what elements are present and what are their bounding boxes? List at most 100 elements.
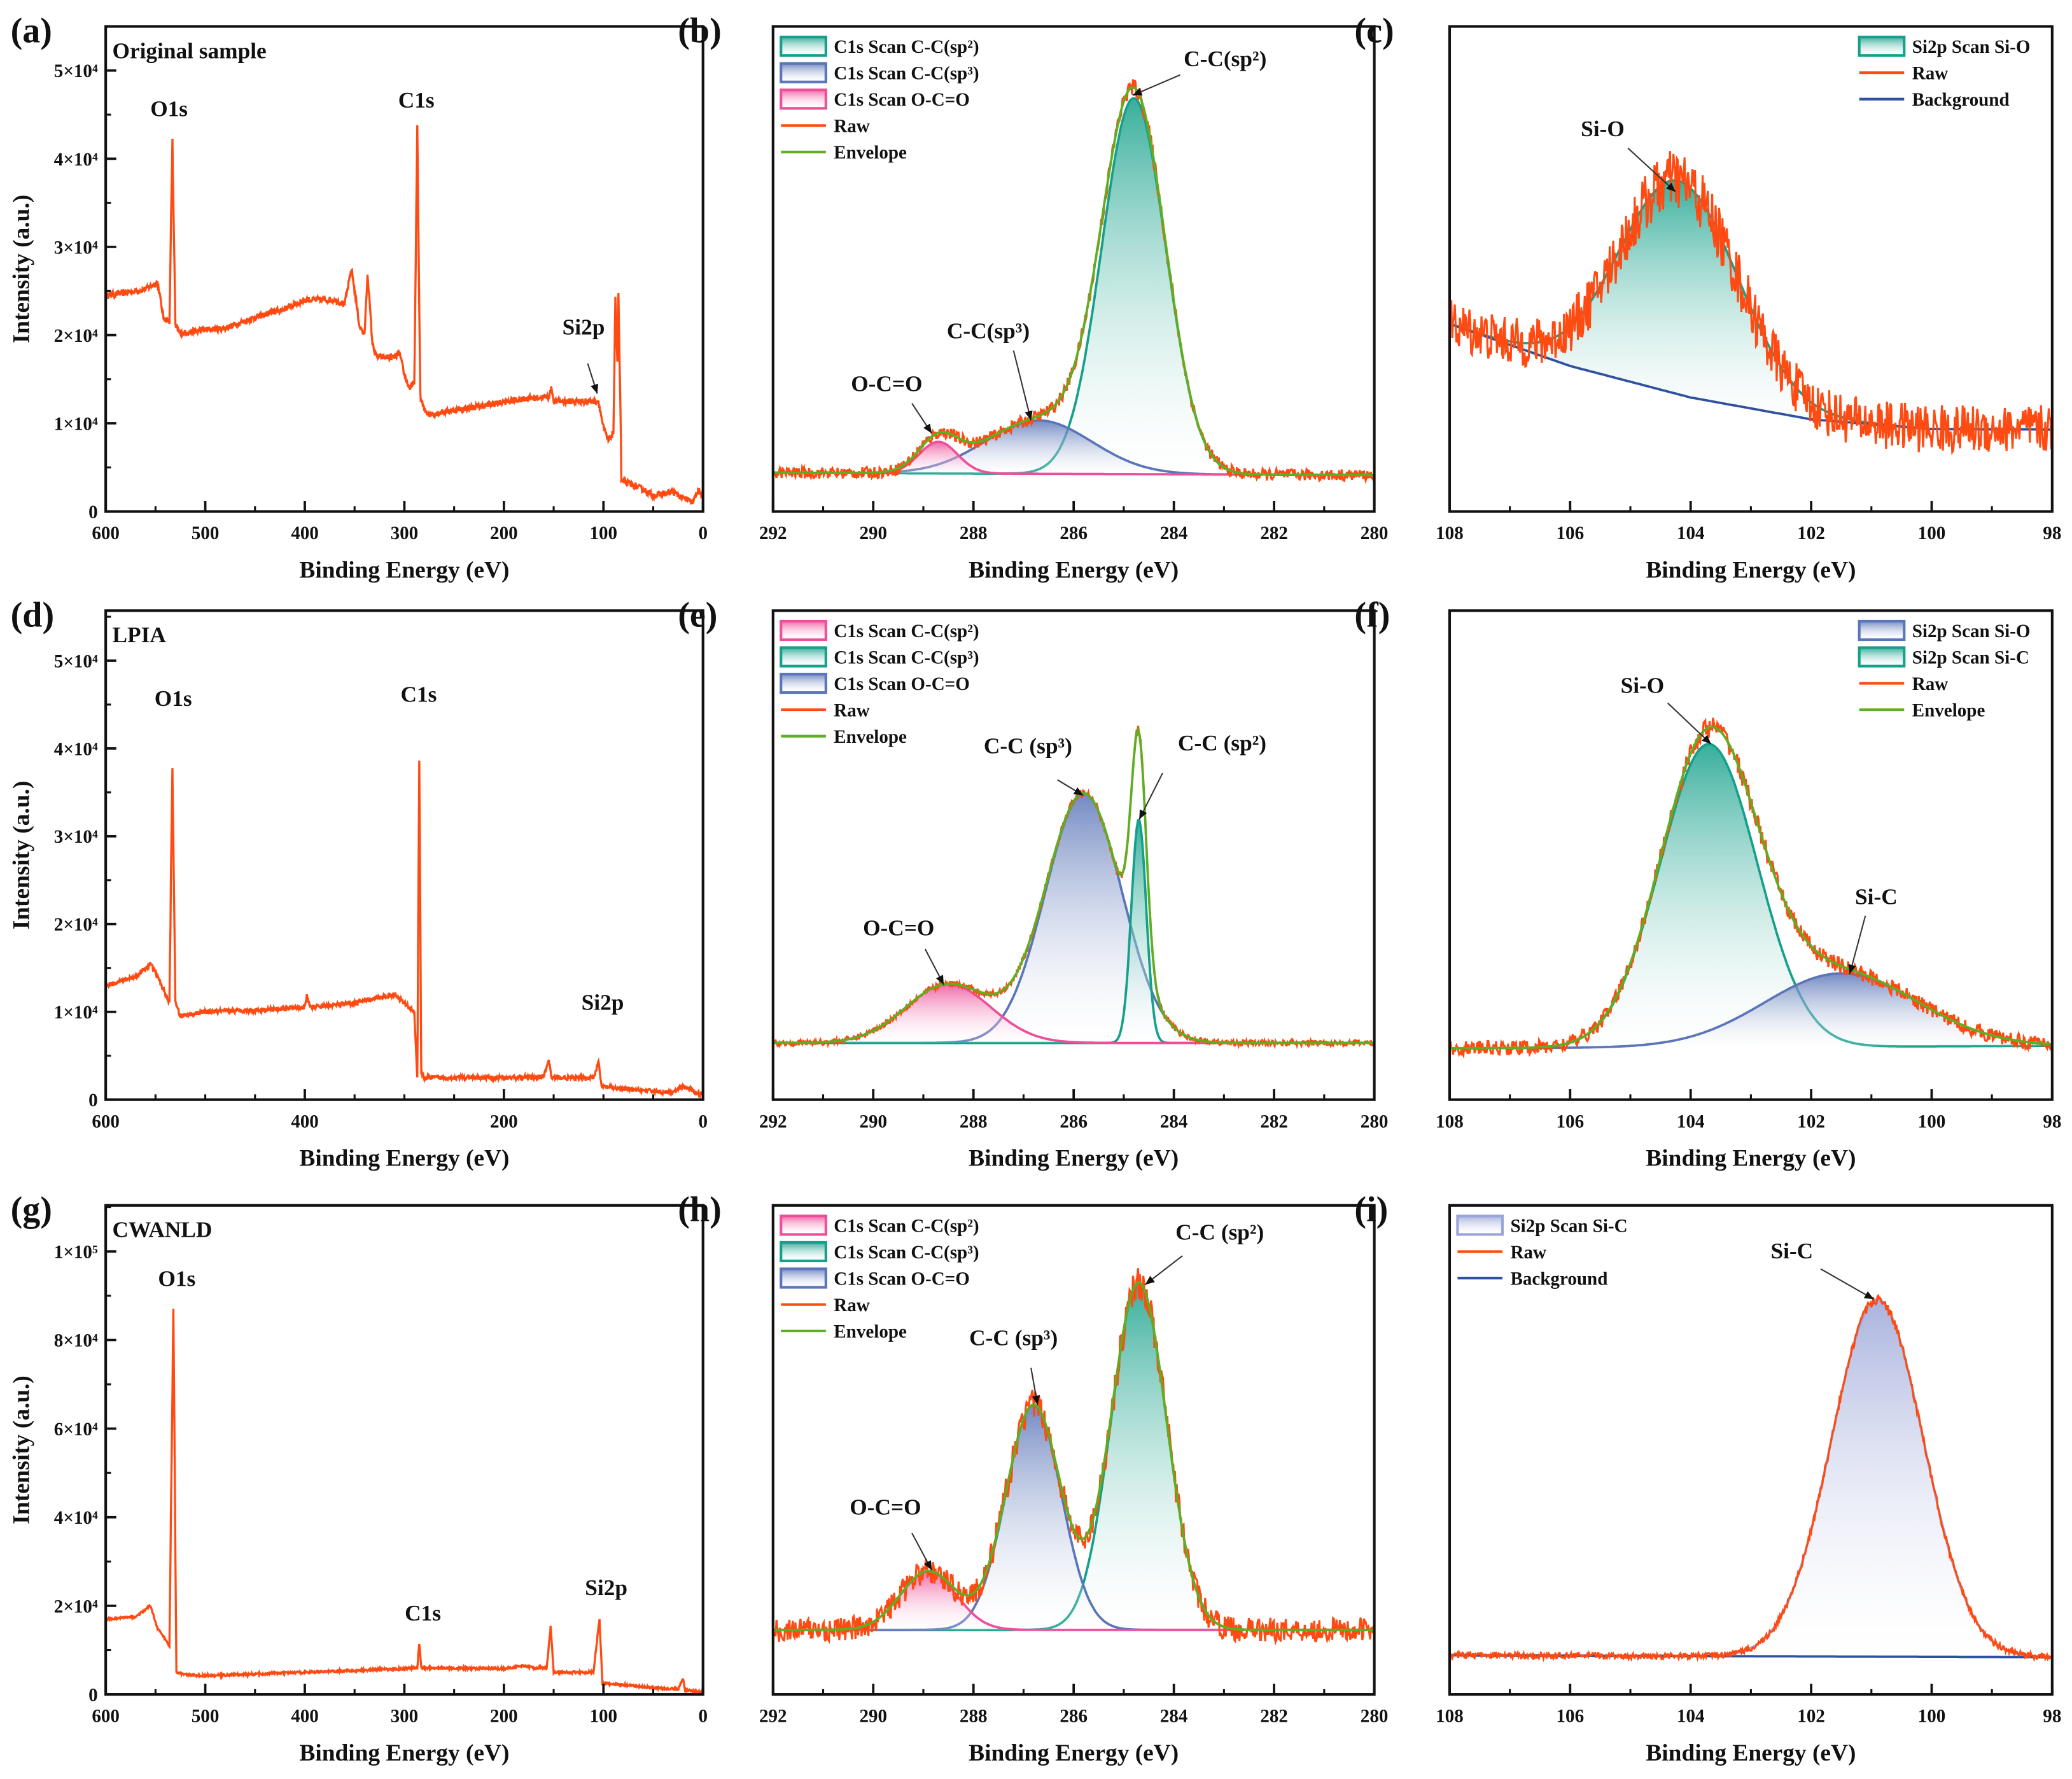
peak-annotation: O1s	[155, 686, 192, 711]
peak-annotation: C-C (sp³)	[969, 1326, 1058, 1351]
peak-annotation: O-C=O	[863, 916, 934, 941]
x-tick-label: 286	[1060, 523, 1088, 544]
plot-area	[1449, 717, 2052, 1059]
component-fill-1	[773, 420, 1375, 475]
plot-area	[1449, 151, 2052, 456]
legend-label: Raw	[1510, 1242, 1546, 1263]
legend: C1s Scan C-C(sp²) C1s Scan C-C(sp³) C1s Sc…	[780, 1214, 979, 1342]
peak-annotation: Si2p	[585, 1575, 627, 1600]
annotation-arrow	[1144, 1255, 1183, 1286]
x-tick-label: 98	[2043, 1706, 2061, 1727]
legend-label: C1s Scan C-C(sp³)	[834, 64, 979, 84]
x-tick-label: 290	[859, 1706, 887, 1727]
annotation-arrow	[1820, 1268, 1875, 1300]
x-tick-label: 500	[192, 523, 220, 544]
panel-label: (g)	[11, 1190, 52, 1230]
annotation-arrow	[587, 363, 599, 394]
peak-annotation: C1s	[405, 1601, 441, 1626]
peak-annotation: C-C (sp²)	[1178, 731, 1266, 756]
x-tick-label: 292	[759, 1111, 787, 1132]
y-tick-label: 4×10⁴	[54, 150, 98, 170]
y-tick-label: 8×10⁴	[54, 1331, 98, 1351]
x-tick-label: 400	[291, 523, 319, 544]
x-tick-label: 282	[1260, 523, 1288, 544]
panel-label: (a)	[11, 11, 52, 50]
peak-annotation: Si-O	[1621, 673, 1665, 698]
y-tick-label: 1×10⁴	[54, 414, 98, 434]
y-tick-label: 2×10⁴	[54, 326, 98, 346]
x-axis-label: Binding Energy (eV)	[299, 1145, 509, 1171]
x-tick-label: 102	[1797, 1111, 1825, 1132]
x-axis-label: Binding Energy (eV)	[1646, 557, 1856, 583]
annotation-arrow	[1667, 702, 1712, 745]
y-tick-label: 0	[88, 1685, 98, 1705]
peak-annotation: C-C (sp²)	[1175, 1220, 1264, 1245]
x-tick-label: 280	[1361, 1706, 1389, 1727]
y-axis-label: Intensity (a.u.)	[9, 1375, 35, 1524]
legend-label: Si2p Scan Si-O	[1912, 37, 2031, 57]
panel-c: (c) 108 106 104 102 100 98 Binding Energy (eV) S…	[1354, 11, 2061, 583]
panel-label: (d)	[11, 595, 55, 635]
legend-swatch	[1858, 646, 1906, 668]
x-axis-label: Binding Energy (eV)	[299, 1740, 509, 1766]
legend-label: C1s Scan C-C(sp²)	[834, 621, 979, 642]
legend-label: Envelope	[834, 143, 907, 163]
survey-raw-line	[106, 125, 703, 505]
y-tick-label: 4×10⁴	[54, 1508, 98, 1528]
legend-swatch	[780, 1214, 827, 1236]
annotation-arrow	[911, 1533, 933, 1571]
legend-label: C1s Scan C-C(sp²)	[834, 1216, 979, 1236]
x-tick-label: 600	[92, 1111, 120, 1132]
legend-label: Raw	[834, 116, 870, 137]
x-tick-label: 290	[859, 523, 887, 544]
peak-annotation: C-C (sp³)	[984, 734, 1072, 759]
y-tick-label: 1×10⁵	[54, 1242, 98, 1263]
background-line	[1449, 322, 2052, 431]
y-tick-label: 0	[88, 502, 98, 523]
y-tick-label: 6×10⁴	[54, 1419, 98, 1440]
plot-area	[106, 761, 703, 1100]
x-tick-label: 108	[1436, 1111, 1464, 1132]
legend: C1s Scan C-C(sp²) C1s Scan C-C(sp³) C1s Sc…	[780, 36, 979, 163]
legend-label: Raw	[834, 1295, 870, 1316]
legend-label: Si2p Scan Si-O	[1912, 621, 2031, 642]
y-tick-label: 4×10⁴	[54, 739, 98, 759]
x-tick-label: 600	[92, 523, 120, 544]
raw-line	[1449, 1293, 2052, 1663]
plot-area	[773, 726, 1375, 1050]
survey-raw-line	[106, 761, 703, 1100]
x-tick-label: 286	[1060, 1111, 1088, 1132]
peak-annotation: Si2p	[563, 314, 605, 339]
plot-area	[1449, 1293, 2052, 1663]
x-tick-label: 100	[1918, 1706, 1946, 1727]
x-tick-label: 280	[1361, 523, 1389, 544]
peak-annotation: O-C=O	[850, 1494, 921, 1519]
legend-swatch	[780, 1267, 827, 1289]
x-tick-label: 100	[589, 1706, 617, 1727]
legend: C1s Scan C-C(sp²) C1s Scan C-C(sp³) C1s Sc…	[780, 619, 979, 747]
survey-raw-line	[106, 1309, 703, 1695]
sample-title: CWANLD	[113, 1218, 213, 1242]
legend-swatch	[780, 88, 827, 110]
legend-label: C1s Scan O-C=O	[834, 90, 970, 110]
legend: Si2p Scan Si-O Si2p Scan Si-C Raw Envelope	[1858, 619, 2031, 721]
peak-annotation: Si2p	[582, 990, 624, 1015]
panel-i: (i) 108 106 104 102 100 98 Binding Energy (eV) S…	[1354, 1190, 2061, 1766]
plot-area	[106, 125, 703, 505]
peak-annotation: C-C(sp³)	[947, 319, 1030, 344]
x-tick-label: 106	[1557, 1706, 1585, 1727]
legend-swatch	[780, 36, 827, 57]
x-axis-label: Binding Energy (eV)	[969, 1740, 1179, 1766]
y-tick-label: 5×10⁴	[54, 651, 98, 672]
panel-f: (f) 108 106 104 102 100 98 Binding Energy (eV) S…	[1354, 595, 2061, 1171]
annotation-arrow	[911, 403, 933, 434]
x-tick-label: 300	[391, 523, 419, 544]
legend-label: Envelope	[1912, 700, 1985, 721]
panel-label: (f)	[1354, 595, 1390, 635]
legend-swatch	[780, 619, 827, 642]
legend-label: C1s Scan O-C=O	[834, 1269, 970, 1289]
x-tick-label: 292	[759, 1706, 787, 1727]
x-tick-label: 292	[759, 523, 787, 544]
envelope-line	[773, 1281, 1375, 1631]
